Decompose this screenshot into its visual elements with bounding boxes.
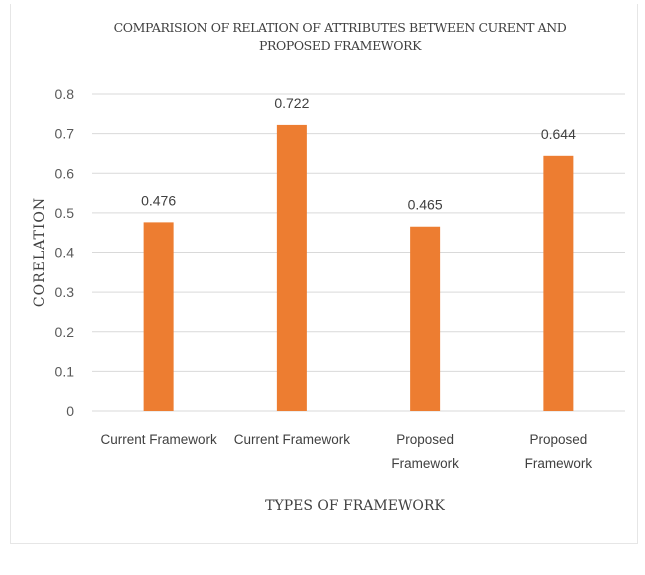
y-axis-ticks: 0 0.1 0.2 0.3 0.4 0.5 0.6 0.7 0.8 (55, 86, 75, 419)
x-category-label: Current Framework (234, 432, 351, 447)
y-tick-label: 0.5 (55, 205, 75, 221)
data-label: 0.465 (408, 197, 443, 213)
y-axis-title: CORELATION (32, 197, 48, 307)
bar (410, 226, 441, 411)
bars (143, 124, 574, 411)
x-category-label: Proposed (396, 432, 454, 447)
y-tick-label: 0 (66, 403, 74, 419)
x-category-label: Proposed (529, 432, 587, 447)
x-category-label: Current Framework (100, 432, 217, 447)
chart-area (10, 4, 638, 544)
y-tick-label: 0.4 (55, 245, 75, 261)
x-category-label: Framework (391, 456, 459, 471)
gridlines (92, 93, 625, 412)
bar (143, 222, 174, 411)
data-labels: 0.476 0.722 0.465 0.644 (141, 95, 576, 213)
x-axis-title: TYPES OF FRAMEWORK (265, 498, 445, 514)
y-tick-label: 0.1 (55, 363, 75, 379)
y-tick-label: 0.2 (55, 324, 75, 340)
x-category-label: Framework (525, 456, 593, 471)
y-tick-label: 0.7 (55, 126, 75, 142)
data-label: 0.476 (141, 192, 176, 208)
y-tick-label: 0.8 (55, 86, 75, 102)
bar (543, 155, 574, 411)
chart-title-line-2: PROPOSED FRAMEWORK (258, 38, 422, 53)
x-axis-categories: Current Framework Current Framework Propos… (100, 432, 592, 471)
y-tick-label: 0.6 (55, 165, 75, 181)
data-label: 0.644 (541, 126, 576, 142)
chart-title-line-1: COMPARISION OF RELATION OF ATTRIBUTES BE… (113, 20, 567, 35)
y-tick-label: 0.3 (55, 284, 75, 300)
data-label: 0.722 (274, 95, 309, 111)
bar (276, 124, 307, 411)
